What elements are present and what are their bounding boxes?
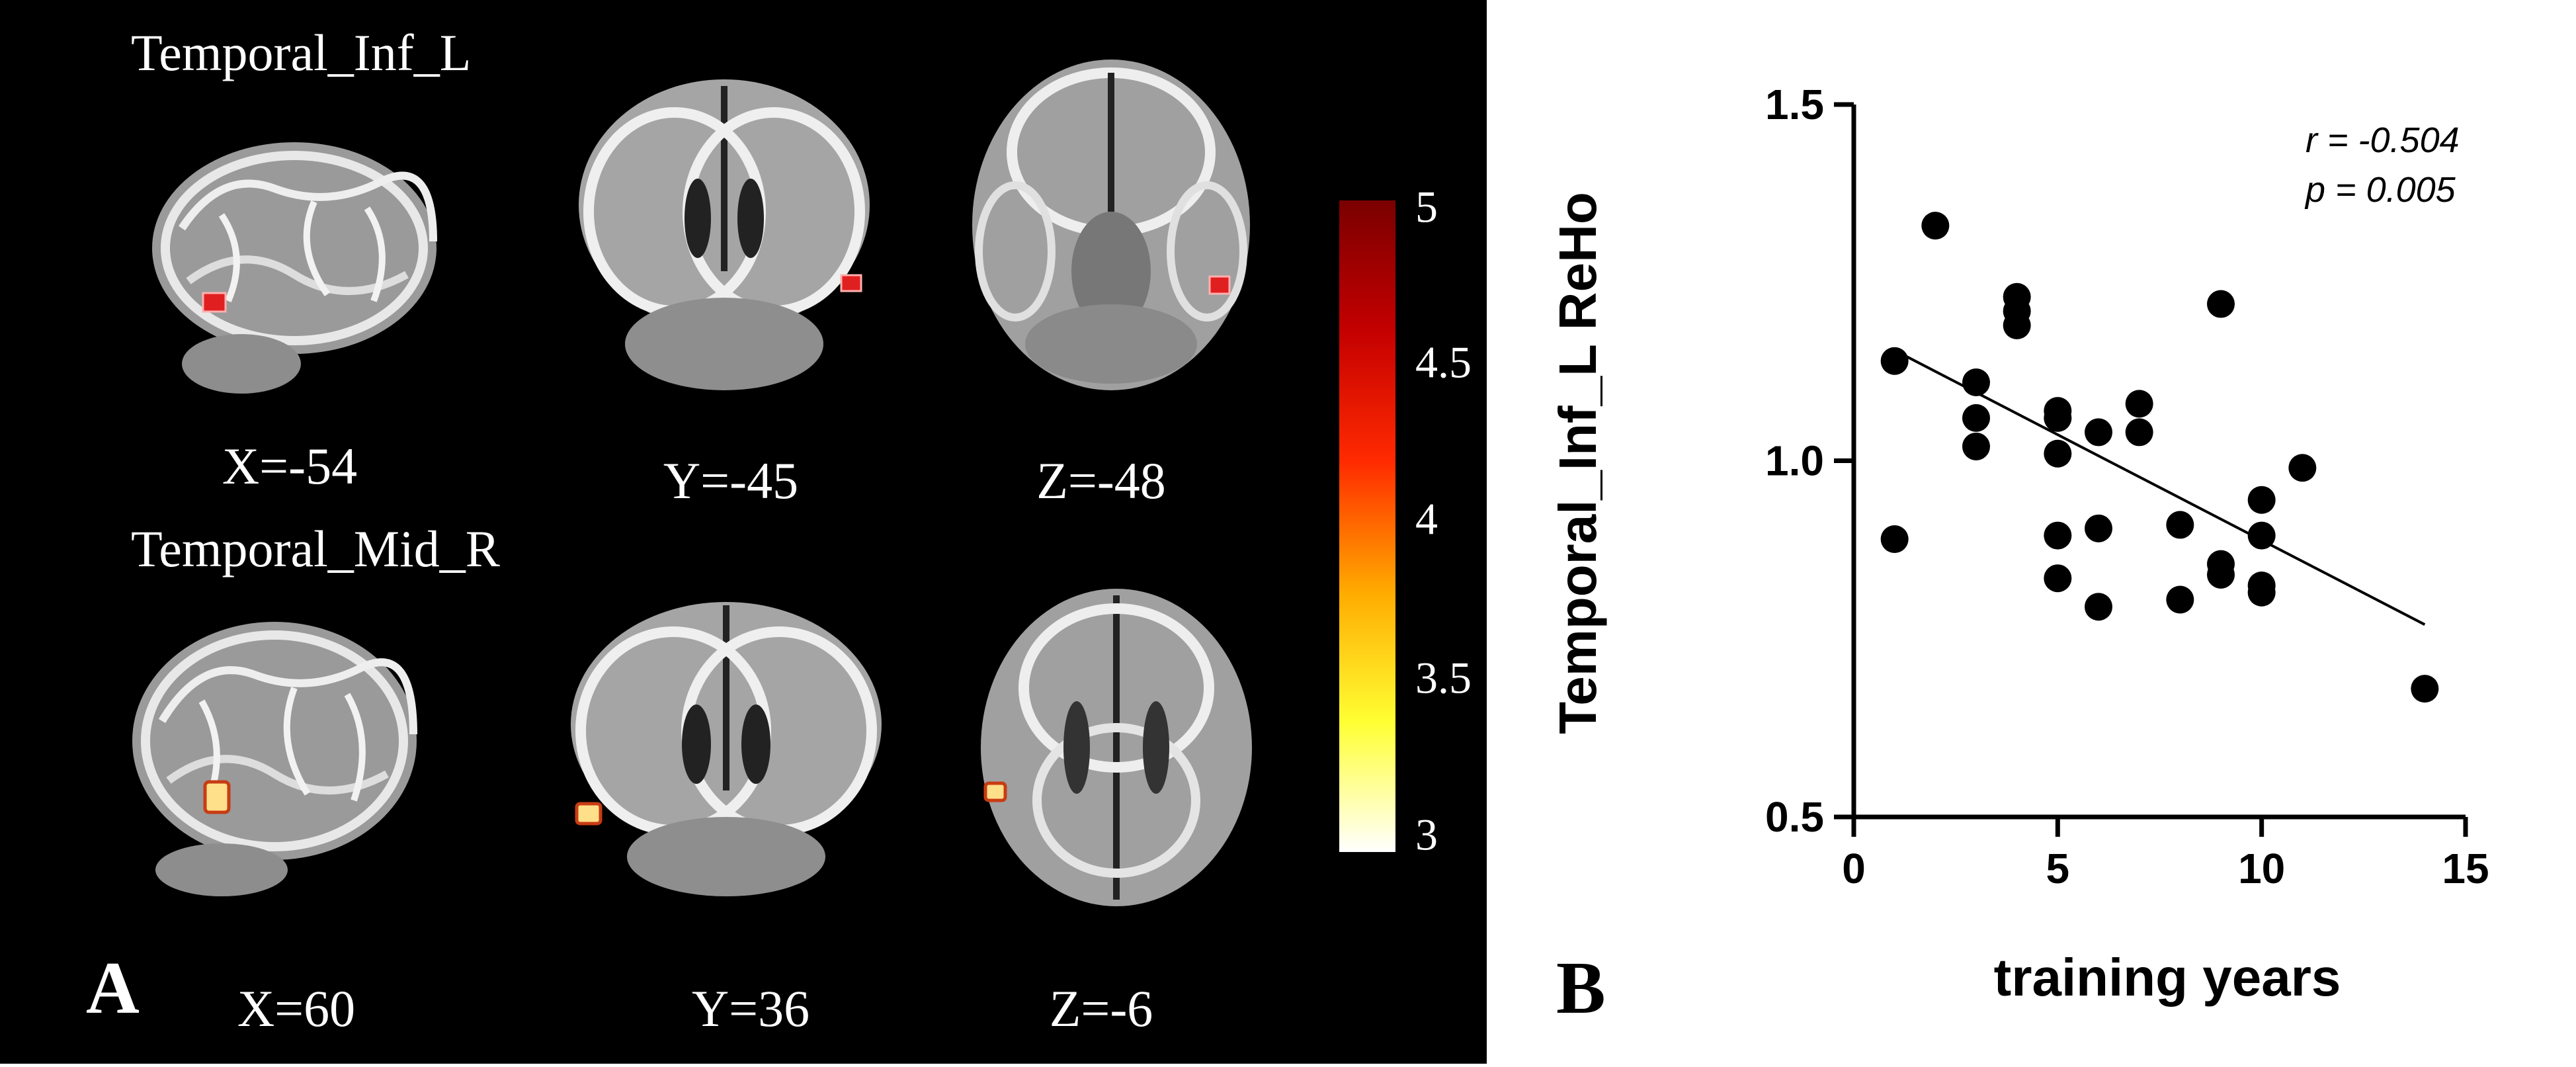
scatter-point bbox=[2411, 675, 2439, 703]
scatter-point bbox=[2044, 564, 2072, 593]
brain-sagittal-slice-row-2 bbox=[132, 622, 417, 896]
colorbar-tick-3: 3 bbox=[1415, 809, 1438, 860]
brain-coronal-slice-row-2 bbox=[571, 602, 882, 896]
coord-label-x-row-2: X=60 bbox=[237, 980, 356, 1037]
scatter-point bbox=[2247, 521, 2276, 550]
scatter-point bbox=[1880, 525, 1909, 553]
colorbar-tick-3-5: 3.5 bbox=[1415, 652, 1472, 703]
x-tick-label: 0 bbox=[1842, 845, 1866, 892]
coord-label-z-row-2: Z=-6 bbox=[1049, 980, 1153, 1037]
scatter-point bbox=[2044, 404, 2072, 432]
y-tick-label: 1.0 bbox=[1765, 437, 1824, 485]
scatter-point bbox=[2085, 514, 2112, 542]
regression-line bbox=[1893, 349, 2426, 626]
panel-a-brain-slices: Temporal_Inf_L Temporal_Mid_R X=-54 Y=-4… bbox=[0, 0, 1487, 1064]
scatter-point bbox=[2044, 439, 2072, 468]
scatter-point bbox=[2166, 511, 2194, 539]
scatter-point bbox=[2125, 418, 2153, 447]
scatter-point bbox=[1880, 347, 1909, 375]
scatter-chart: 0.5 1.0 1.5 0 5 10 15 Temporal_Inf_L ReHo trai… bbox=[1548, 81, 2489, 1007]
scatter-point bbox=[2166, 585, 2194, 614]
brain-axial-slice-row-1 bbox=[972, 60, 1250, 390]
x-tick-label: 10 bbox=[2238, 845, 2285, 892]
coord-label-y-row-2: Y=36 bbox=[691, 980, 810, 1037]
scatter-point bbox=[1962, 368, 1990, 397]
coord-label-y-row-1: Y=-45 bbox=[663, 452, 799, 509]
colorbar-tick-4: 4 bbox=[1415, 493, 1438, 544]
region-title-row-1: Temporal_Inf_L bbox=[131, 24, 472, 81]
x-tick-label: 5 bbox=[2046, 845, 2070, 892]
scatter-point bbox=[2003, 311, 2031, 339]
x-tick-label: 15 bbox=[2442, 845, 2489, 892]
scatter-point bbox=[2207, 560, 2235, 589]
x-axis-label: training years bbox=[1994, 948, 2341, 1007]
scatter-point bbox=[1921, 212, 1950, 240]
panel-letter-a: A bbox=[86, 947, 140, 1029]
scatter-point bbox=[2044, 521, 2072, 550]
scatter-point bbox=[2247, 578, 2276, 607]
scatter-point bbox=[2288, 454, 2317, 482]
panel-b-scatter: 0.5 1.0 1.5 0 5 10 15 Temporal_Inf_L ReHo trai… bbox=[1487, 0, 2576, 1064]
scatter-point bbox=[2125, 390, 2153, 418]
region-title-row-2: Temporal_Mid_R bbox=[131, 520, 500, 577]
stat-p-value: p = 0.005 bbox=[2304, 170, 2456, 210]
scatter-point bbox=[2247, 486, 2276, 514]
brain-axial-slice-row-2 bbox=[981, 589, 1252, 906]
y-axis-label: Temporal_Inf_L ReHo bbox=[1548, 192, 1607, 734]
brain-sagittal-slice-row-1 bbox=[152, 142, 437, 394]
colorbar-tick-5: 5 bbox=[1415, 181, 1438, 232]
scatter-point bbox=[2085, 418, 2112, 447]
brain-coronal-slice-row-1 bbox=[579, 79, 870, 390]
y-tick-label: 0.5 bbox=[1765, 793, 1824, 841]
scatter-point bbox=[2207, 290, 2235, 318]
colorbar-tick-4-5: 4.5 bbox=[1415, 337, 1472, 388]
y-tick-label: 1.5 bbox=[1765, 81, 1824, 128]
panel-letter-b: B bbox=[1556, 947, 1606, 1029]
scatter-point bbox=[1962, 432, 1990, 460]
coord-label-x-row-1: X=-54 bbox=[222, 437, 358, 495]
colorbar bbox=[1339, 200, 1395, 852]
scatter-point bbox=[1962, 404, 1990, 432]
scatter-point bbox=[2085, 593, 2112, 621]
coord-label-z-row-1: Z=-48 bbox=[1036, 452, 1166, 509]
stat-r-value: r = -0.504 bbox=[2306, 120, 2460, 160]
